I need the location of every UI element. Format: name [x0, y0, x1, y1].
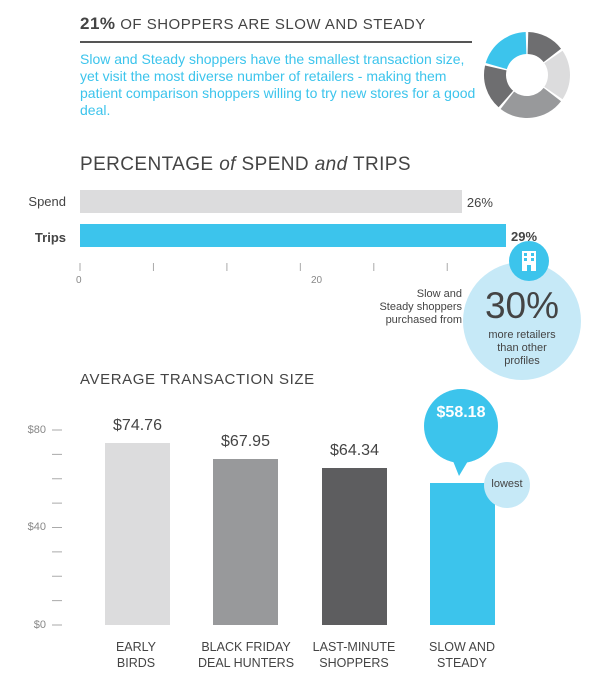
donut-chart [484, 32, 570, 118]
spend-axis-ticks [79, 263, 448, 271]
description: Slow and Steady shoppers have the smalle… [80, 51, 476, 118]
category-last-minute: LAST-MINUTE SHOPPERS [294, 639, 414, 671]
category-line: STEADY [436, 656, 487, 670]
callout-sub-line-2: than other [497, 342, 547, 354]
spend-title-part-3: SPEND [241, 154, 310, 175]
y-tick-0: $0 [33, 619, 46, 631]
trips-value-label: 29% [511, 229, 538, 244]
category-line: BLACK FRIDAY [201, 640, 291, 654]
spend-category-label: Spend [28, 194, 66, 209]
trips-bar [80, 224, 506, 247]
spend-title-part-4: and [314, 154, 348, 175]
category-early-birds: EARLY BIRDS [76, 639, 196, 671]
spend-title-part-2: of [219, 154, 236, 175]
callout-left-text: Slow and Steady shoppers purchased from [350, 288, 462, 327]
bar-black-friday [213, 459, 278, 625]
callout-left-line-1: Slow and [416, 288, 462, 300]
donut-segment [485, 32, 527, 70]
spend-title-part-1: PERCENTAGE [80, 154, 214, 175]
spend-bar [80, 190, 462, 213]
spend-value-label: 26% [466, 195, 493, 210]
y-axis-ticks [52, 429, 62, 626]
category-line: SLOW AND [429, 640, 495, 654]
bar-early-birds [105, 442, 170, 625]
donut-segment [484, 65, 514, 108]
donut-segment [500, 87, 562, 118]
category-line: DEAL HUNTERS [197, 656, 295, 670]
y-tick-80: $80 [27, 424, 46, 436]
category-line: LAST-MINUTE [312, 640, 396, 654]
headline-text: OF SHOPPERS ARE SLOW AND STEADY [120, 16, 426, 33]
callout-big-number: 30% [484, 285, 560, 326]
category-slow-and-steady: SLOW AND STEADY [402, 639, 522, 671]
headline: 21% OF SHOPPERS ARE SLOW AND STEADY [80, 14, 426, 34]
y-tick-40: $40 [27, 521, 46, 533]
lowest-label: lowest [491, 478, 523, 490]
callout-sub-line-1: more retailers [488, 329, 556, 341]
value-slow-and-steady: $58.18 [436, 404, 486, 421]
category-line: EARLY [115, 640, 157, 654]
value-bubble [424, 389, 498, 476]
value-early-birds: $74.76 [113, 416, 162, 434]
callout-subtext: more retailers than other profiles [463, 329, 581, 368]
avg-transaction-title: AVERAGE TRANSACTION SIZE [80, 371, 315, 388]
building-icon-badge [509, 241, 549, 281]
value-black-friday: $67.95 [221, 433, 270, 451]
category-line: BIRDS [116, 656, 156, 670]
spend-title-part-5: TRIPS [352, 154, 411, 175]
headline-percent: 21% [80, 14, 116, 33]
building-icon [522, 251, 536, 271]
callout-left-line-3: purchased from [385, 314, 462, 326]
callout-left-line-2: Steady shoppers [379, 301, 462, 313]
x-tick-20: 20 [311, 275, 323, 286]
spend-trips-title: PERCENTAGE of SPEND and TRIPS [80, 154, 411, 176]
value-last-minute: $64.34 [330, 442, 379, 460]
category-line: SHOPPERS [319, 656, 389, 670]
category-black-friday: BLACK FRIDAY DEAL HUNTERS [186, 639, 306, 671]
trips-category-label: Trips [34, 230, 66, 245]
headline-divider [80, 41, 472, 43]
callout-sub-line-3: profiles [504, 355, 540, 367]
lowest-badge [484, 462, 530, 508]
donut-segment [527, 32, 562, 63]
bar-slow-and-steady [430, 483, 495, 625]
donut-segment [544, 50, 570, 100]
x-tick-0: 0 [76, 275, 82, 286]
bar-last-minute [322, 468, 387, 625]
callout-circle [463, 262, 581, 380]
